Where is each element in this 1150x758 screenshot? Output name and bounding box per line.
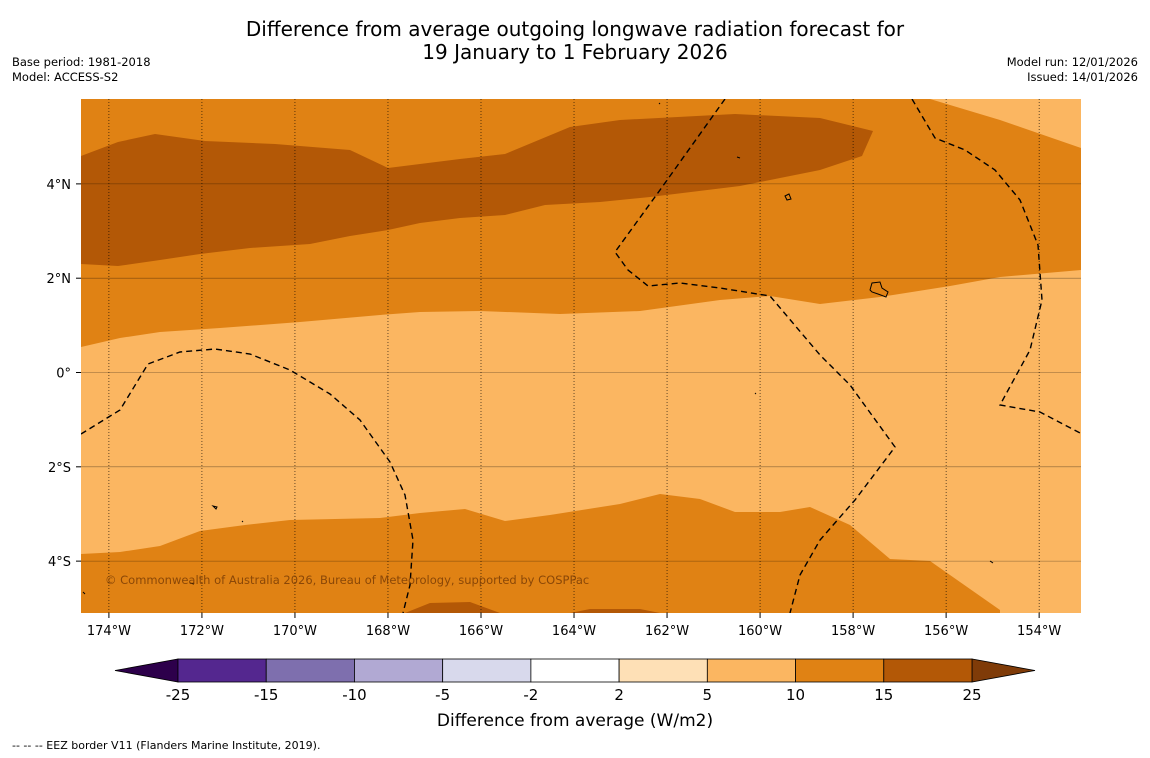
lat-tick-label: 4°N — [47, 178, 72, 193]
island-howland-baker — [211, 505, 218, 510]
island-small-2 — [189, 582, 195, 585]
colorbar-segment — [354, 658, 444, 683]
eez-legend-note: -- -- -- EEZ border V11 (Flanders Marine… — [12, 739, 321, 752]
lon-tick-label: 168°W — [366, 624, 410, 639]
anomaly-region-15-25-south-east — [570, 609, 660, 613]
colorbar-tick-label: -2 — [523, 686, 538, 704]
colorbar-tick-label: 5 — [703, 686, 713, 704]
island-small-5 — [82, 591, 86, 595]
colorbar-segment — [883, 658, 973, 683]
lat-tick-label: 2°S — [48, 461, 71, 476]
lat-tick-label: 0° — [56, 367, 71, 382]
eez-border-west — [81, 348, 414, 613]
colorbar-tick-label: 10 — [786, 686, 805, 704]
lon-tick-label: 160°W — [738, 624, 782, 639]
model-info: Base period: 1981-2018 Model: ACCESS-S2 — [12, 55, 151, 85]
colorbar-segment — [442, 658, 532, 683]
graticule — [81, 99, 1081, 613]
anomaly-region-5-10-northeast — [940, 99, 1081, 146]
colorbar-tick-label: 15 — [874, 686, 893, 704]
anomaly-region-15-25-south-west — [405, 602, 500, 613]
lon-tick-label: 166°W — [459, 624, 503, 639]
colorbar — [114, 658, 1036, 683]
colorbar-segment — [530, 658, 620, 683]
lon-tick-label: 162°W — [645, 624, 689, 639]
colorbar-extend-low — [114, 658, 179, 683]
island-kiritimati — [869, 281, 889, 298]
island-jarvis — [754, 392, 757, 395]
eez-border-kiribati-line-islands — [614, 99, 896, 613]
lon-tick-label: 154°W — [1017, 624, 1061, 639]
colorbar-segment — [706, 658, 796, 683]
island-small-4 — [658, 102, 661, 105]
map-panel: © Commonwealth of Australia 2026, Bureau… — [81, 99, 1081, 613]
anomaly-region-10-15-south — [81, 494, 1000, 613]
latitude-gridlines — [81, 183, 1081, 562]
colorbar-tick-labels: -25 -15 -10 -5 -2 2 5 10 15 25 — [166, 686, 982, 704]
island-teraina — [736, 156, 741, 159]
island-tabuaeran — [784, 193, 792, 201]
colorbar-tick-label: 25 — [962, 686, 981, 704]
anomaly-region-15-25-north — [81, 114, 873, 266]
lat-tick-label: 4°S — [48, 555, 71, 570]
colorbar-segment — [795, 658, 885, 683]
colorbar-tick-label: -5 — [435, 686, 450, 704]
lon-tick-label: 172°W — [180, 624, 224, 639]
colorbar-tick-label: -25 — [166, 686, 191, 704]
map-title: Difference from average outgoing longwav… — [200, 18, 950, 64]
colorbar-tick-label: -10 — [342, 686, 367, 704]
colorbar-segment — [265, 658, 355, 683]
eez-border-east — [911, 99, 1081, 434]
model-run-date: Model run: 12/01/2026 — [1006, 55, 1138, 69]
lon-tick-label: 164°W — [552, 624, 596, 639]
island-small-1 — [241, 520, 244, 523]
islands — [82, 102, 994, 595]
base-period: Base period: 1981-2018 — [12, 55, 151, 69]
lon-tick-label: 174°W — [87, 624, 131, 639]
colorbar-tick-label: 2 — [614, 686, 624, 704]
lon-tick-label: 170°W — [273, 624, 317, 639]
eez-borders — [81, 99, 1081, 613]
copyright-notice: © Commonwealth of Australia 2026, Bureau… — [105, 573, 589, 587]
latitude-labels: 4°N 2°N 0° 2°S 4°S — [47, 178, 81, 570]
issued-date: Issued: 14/01/2026 — [1027, 70, 1138, 84]
lat-tick-label: 2°N — [47, 272, 72, 287]
colorbar-label: Difference from average (W/m2) — [437, 711, 713, 731]
longitude-labels: 174°W 172°W 170°W 168°W 166°W 164°W 162°W 160°W… — [87, 613, 1061, 639]
lon-tick-label: 158°W — [831, 624, 875, 639]
lon-tick-label: 156°W — [924, 624, 968, 639]
colorbar-tick-label: -15 — [254, 686, 279, 704]
run-info: Model run: 12/01/2026 Issued: 14/01/2026 — [1007, 55, 1138, 85]
title-line-1: Difference from average outgoing longwav… — [245, 17, 905, 41]
colorbar-extend-high — [971, 658, 1036, 683]
colorbar-segment — [618, 658, 708, 683]
title-line-2: 19 January to 1 February 2026 — [422, 40, 728, 64]
model-name: Model: ACCESS-S2 — [12, 70, 119, 84]
island-small-3 — [989, 560, 994, 564]
colorbar-segment — [177, 658, 267, 683]
